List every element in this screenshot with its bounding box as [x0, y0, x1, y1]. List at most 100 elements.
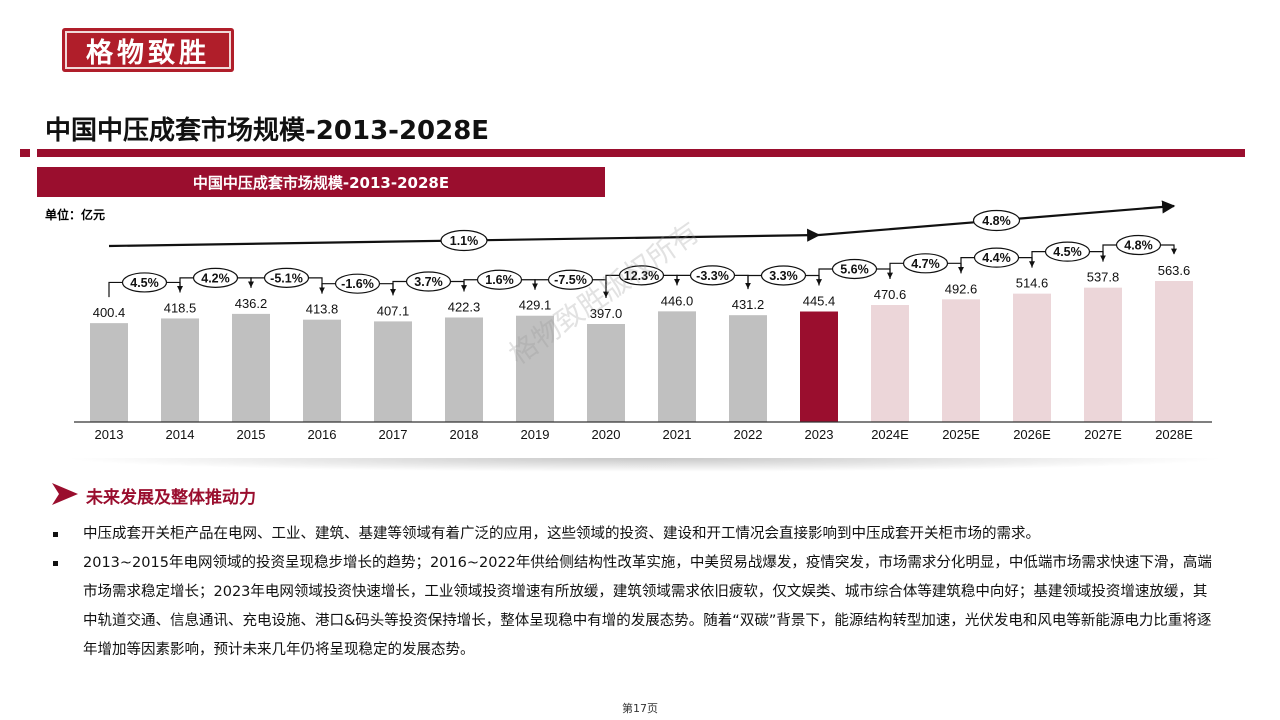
section-divider	[60, 458, 1230, 472]
bar-value-label: 470.6	[874, 287, 907, 302]
bar-value-label: 422.3	[448, 299, 481, 314]
growth-badge	[263, 267, 310, 288]
growth-label: 5.6%	[840, 263, 869, 277]
brand-logo: 格物致胜	[62, 28, 234, 72]
bullet-marker	[53, 532, 58, 537]
growth-badge	[334, 273, 381, 294]
x-tick-label: 2021	[663, 427, 692, 442]
page-title: 中国中压成套市场规模-2013-2028E	[45, 116, 490, 146]
bar-value-label: 397.0	[590, 306, 623, 321]
bar	[90, 323, 128, 422]
bar	[729, 315, 767, 422]
x-tick-label: 2023	[805, 427, 834, 442]
bar	[161, 318, 199, 422]
bar	[445, 317, 483, 422]
market-size-chart: 400.4 418.5 436.2 413.8 407.1 422.3 429.1 397.0…	[74, 200, 1212, 442]
growth-badge	[618, 265, 665, 286]
x-tick-label: 2024E	[871, 427, 909, 442]
growth-label: 4.5%	[130, 276, 159, 290]
bar	[1013, 293, 1051, 422]
bar	[374, 321, 412, 422]
growth-label: 4.8%	[1124, 239, 1153, 253]
bullet-marker	[53, 561, 58, 566]
growth-badge	[405, 271, 452, 292]
bar-value-label: 407.1	[377, 303, 410, 318]
growth-badge	[192, 267, 239, 288]
x-tick-label: 2028E	[1155, 427, 1193, 442]
chart-title-banner: 中国中压成套市场规模-2013-2028E	[37, 167, 605, 197]
growth-badge	[476, 269, 523, 290]
x-tick-label: 2013	[95, 427, 124, 442]
bullet-item: 2013~2015年电网领域的投资呈现稳步增长的趋势；2016~2022年供给侧…	[50, 549, 1220, 665]
growth-badge	[760, 265, 807, 286]
bar-value-label: 514.6	[1016, 276, 1049, 291]
bar-value-label: 537.8	[1087, 270, 1120, 285]
growth-label: -1.6%	[341, 277, 374, 291]
bar	[232, 313, 270, 422]
bar	[587, 324, 625, 422]
bar-value-label: 429.1	[519, 298, 552, 313]
x-tick-label: 2015	[237, 427, 266, 442]
unit-label: 单位：亿元	[45, 208, 106, 222]
bar-value-label: 492.6	[945, 281, 978, 296]
growth-label: 4.2%	[201, 271, 230, 285]
x-tick-label: 2014	[166, 427, 195, 442]
x-tick-label: 2018	[450, 427, 479, 442]
section-title: 未来发展及整体推动力	[86, 488, 256, 508]
growth-label: -7.5%	[554, 273, 587, 287]
bar	[1155, 281, 1193, 422]
bar-value-label: 431.2	[732, 297, 765, 312]
bar-value-label: 400.4	[93, 305, 126, 320]
growth-label: -5.1%	[270, 271, 303, 285]
x-tick-label: 2025E	[942, 427, 980, 442]
x-tick-label: 2019	[521, 427, 550, 442]
logo-text: 格物致胜	[86, 37, 210, 69]
growth-badge	[831, 258, 878, 280]
growth-label: 4.5%	[1053, 245, 1082, 259]
bar-value-label: 445.4	[803, 294, 836, 309]
growth-label: 4.4%	[982, 251, 1011, 265]
growth-badge	[547, 269, 594, 290]
arrow-pointer-icon	[52, 483, 78, 505]
bullet-item: 中压成套开关柜产品在电网、工业、建筑、基建等领域有着广泛的应用，这些领域的投资、…	[50, 520, 1220, 549]
title-rule-marker	[20, 149, 30, 157]
growth-badge	[973, 247, 1020, 268]
x-tick-label: 2026E	[1013, 427, 1051, 442]
bar-value-label: 563.6	[1158, 263, 1191, 278]
growth-label: -3.3%	[696, 269, 729, 283]
growth-label: 1.6%	[485, 273, 514, 287]
cagr-label: 1.1%	[450, 234, 479, 248]
x-tick-label: 2020	[592, 427, 621, 442]
bar	[1084, 287, 1122, 422]
bar-value-label: 418.5	[164, 300, 197, 315]
bar	[658, 311, 696, 422]
bullet-text: 中压成套开关柜产品在电网、工业、建筑、基建等领域有着广泛的应用，这些领域的投资、…	[83, 526, 1040, 542]
bar-value-label: 436.2	[235, 296, 268, 311]
x-tick-label: 2027E	[1084, 427, 1122, 442]
cagr-badge	[972, 209, 1021, 232]
bar	[942, 299, 980, 422]
bullet-list: 中压成套开关柜产品在电网、工业、建筑、基建等领域有着广泛的应用，这些领域的投资、…	[50, 520, 1220, 665]
page-number: 第17页	[622, 702, 658, 715]
x-tick-label: 2016	[308, 427, 337, 442]
bar-value-label: 446.0	[661, 293, 694, 308]
cagr-badge	[440, 229, 488, 252]
cagr-label: 4.8%	[982, 214, 1011, 228]
bar	[871, 305, 909, 422]
bar	[800, 311, 838, 422]
bar-value-label: 413.8	[306, 302, 339, 317]
growth-label: 3.3%	[769, 269, 798, 283]
bar	[303, 319, 341, 422]
title-rule	[37, 149, 1245, 157]
growth-badge	[902, 253, 949, 274]
bullet-text: 2013~2015年电网领域的投资呈现稳步增长的趋势；2016~2022年供给侧…	[83, 555, 1212, 658]
x-tick-label: 2022	[734, 427, 763, 442]
growth-badge	[121, 272, 168, 293]
bar	[516, 315, 554, 422]
growth-badge	[1115, 234, 1162, 256]
growth-badge	[1044, 241, 1091, 262]
growth-label: 12.3%	[624, 269, 659, 283]
growth-label: 4.7%	[911, 257, 940, 271]
x-tick-label: 2017	[379, 427, 408, 442]
growth-badge	[689, 265, 736, 286]
